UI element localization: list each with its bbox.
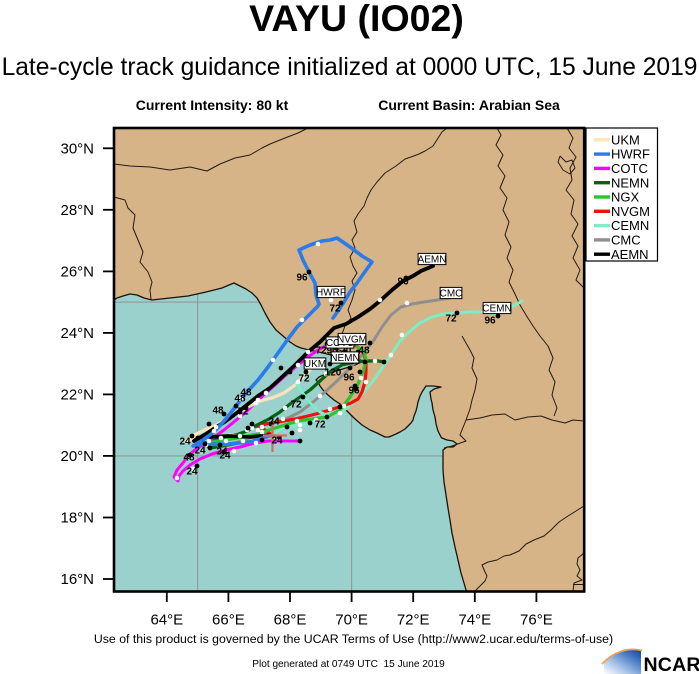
svg-text:22°N: 22°N <box>60 387 94 404</box>
svg-text:72°E: 72°E <box>397 612 430 629</box>
svg-text:96: 96 <box>296 273 308 284</box>
svg-text:24: 24 <box>271 436 283 447</box>
svg-text:72: 72 <box>329 304 341 315</box>
svg-text:96: 96 <box>397 277 409 288</box>
svg-text:96: 96 <box>326 346 338 357</box>
svg-text:96: 96 <box>348 386 360 397</box>
svg-text:24: 24 <box>216 447 228 458</box>
svg-text:COTC: COTC <box>611 161 648 176</box>
svg-text:72: 72 <box>237 407 249 418</box>
svg-text:30°N: 30°N <box>60 141 94 158</box>
svg-text:UKM: UKM <box>611 132 640 147</box>
svg-text:HWRF: HWRF <box>316 288 346 299</box>
svg-text:NEMN: NEMN <box>611 175 649 190</box>
svg-text:96: 96 <box>343 373 355 384</box>
svg-text:48: 48 <box>234 394 246 405</box>
svg-text:64°E: 64°E <box>150 612 183 629</box>
svg-text:HWRF: HWRF <box>611 147 650 162</box>
svg-text:20°N: 20°N <box>60 448 94 465</box>
svg-text:48: 48 <box>183 453 195 464</box>
svg-text:NCAR: NCAR <box>644 654 699 674</box>
svg-text:CMC: CMC <box>440 289 463 300</box>
svg-text:18°N: 18°N <box>60 510 94 527</box>
svg-text:24: 24 <box>186 467 198 478</box>
svg-text:AEMN: AEMN <box>611 247 649 262</box>
svg-text:120: 120 <box>325 368 342 379</box>
svg-text:120: 120 <box>335 346 352 357</box>
svg-text:72: 72 <box>298 374 310 385</box>
svg-text:48: 48 <box>212 406 224 417</box>
svg-text:24: 24 <box>194 446 206 457</box>
svg-text:CEMN: CEMN <box>611 218 649 233</box>
svg-text:48: 48 <box>358 346 370 357</box>
svg-text:24: 24 <box>268 417 280 428</box>
svg-text:70°E: 70°E <box>335 612 368 629</box>
svg-text:72: 72 <box>445 314 457 325</box>
svg-text:CEMN: CEMN <box>482 304 511 315</box>
svg-text:68°E: 68°E <box>274 612 307 629</box>
svg-text:26°N: 26°N <box>60 264 94 281</box>
svg-text:74°E: 74°E <box>458 612 491 629</box>
svg-text:72: 72 <box>314 420 326 431</box>
svg-text:48: 48 <box>240 388 252 399</box>
svg-text:UKM: UKM <box>304 359 326 370</box>
svg-text:NGX: NGX <box>611 190 640 205</box>
svg-text:66°E: 66°E <box>212 612 245 629</box>
svg-text:72: 72 <box>290 400 302 411</box>
svg-text:CMC: CMC <box>611 233 641 248</box>
svg-text:NVGM: NVGM <box>337 335 367 346</box>
svg-text:96: 96 <box>484 316 496 327</box>
svg-text:16°N: 16°N <box>60 571 94 588</box>
svg-text:NEMN: NEMN <box>330 353 359 364</box>
svg-text:28°N: 28°N <box>60 202 94 219</box>
svg-text:NVGM: NVGM <box>611 204 650 219</box>
svg-text:76°E: 76°E <box>520 612 553 629</box>
svg-text:72: 72 <box>315 346 327 357</box>
svg-text:24: 24 <box>179 437 191 448</box>
svg-text:24°N: 24°N <box>60 325 94 342</box>
svg-text:AEMN: AEMN <box>418 255 447 266</box>
svg-text:24: 24 <box>219 451 231 462</box>
